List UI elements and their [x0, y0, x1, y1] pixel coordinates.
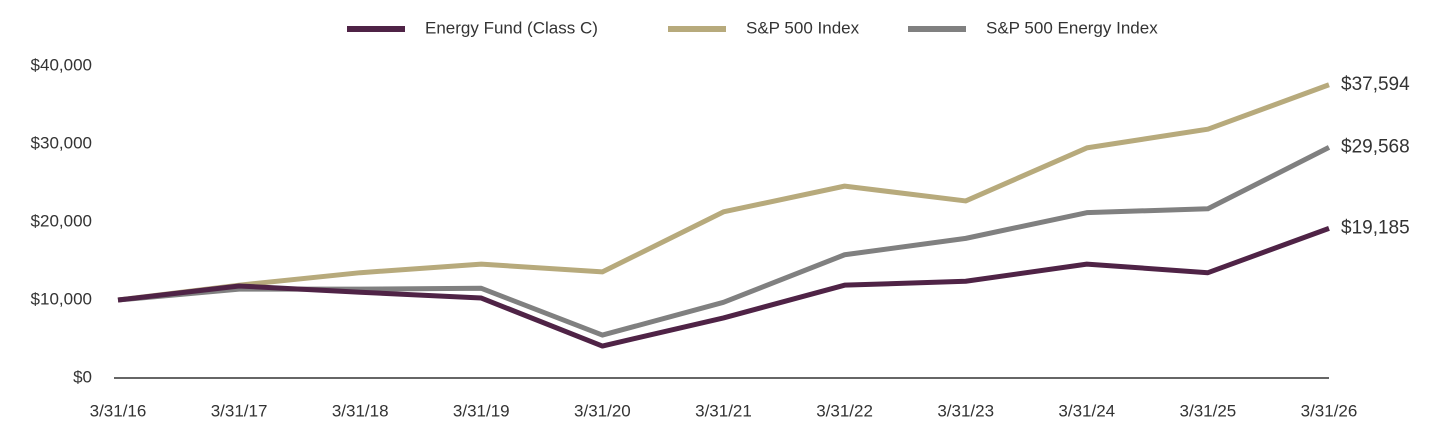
end-label: $37,594: [1341, 74, 1410, 95]
end-label: $19,185: [1341, 217, 1410, 238]
x-tick-label: 3/31/20: [574, 401, 631, 420]
x-tick-label: 3/31/18: [332, 401, 389, 420]
x-tick-label: 3/31/25: [1180, 401, 1237, 420]
x-tick-label: 3/31/16: [90, 401, 147, 420]
legend-label: S&P 500 Index: [746, 18, 860, 37]
y-tick-label: $10,000: [31, 289, 92, 308]
series-line: [117, 82, 1330, 303]
y-tick-label: $40,000: [31, 55, 92, 74]
x-tick-label: 3/31/23: [937, 401, 994, 420]
legend-label: Energy Fund (Class C): [425, 18, 598, 37]
x-tick-label: 3/31/24: [1058, 401, 1115, 420]
x-tick-label: 3/31/19: [453, 401, 510, 420]
x-tick-label: 3/31/26: [1301, 401, 1358, 420]
y-tick-label: $20,000: [31, 211, 92, 230]
x-tick-label: 3/31/22: [816, 401, 873, 420]
x-tick-label: 3/31/17: [211, 401, 268, 420]
y-tick-label: $0: [73, 367, 92, 386]
legend-label: S&P 500 Energy Index: [986, 18, 1158, 37]
series-line: [117, 226, 1330, 349]
end-label: $29,568: [1341, 136, 1410, 157]
x-tick-label: 3/31/21: [695, 401, 752, 420]
series-line: [117, 145, 1331, 338]
y-tick-label: $30,000: [31, 133, 92, 152]
